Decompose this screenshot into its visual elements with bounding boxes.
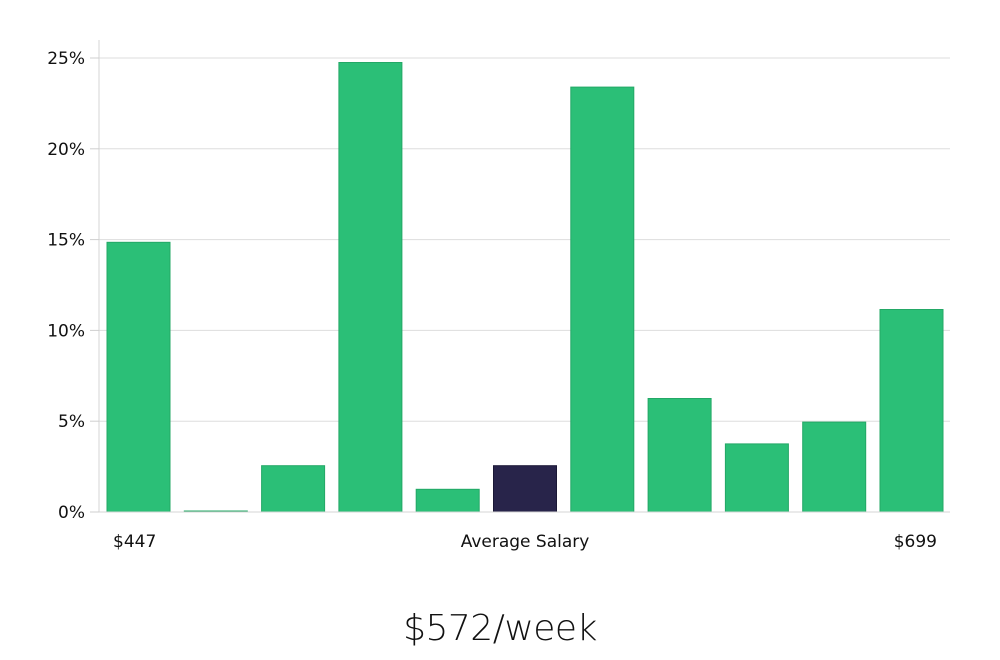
bar	[724, 443, 789, 513]
y-axis-ticks: 0% 5% 10% 15% 20% 25%	[47, 49, 99, 523]
y-tick-label: 0%	[58, 503, 85, 523]
y-tick-label: 5%	[58, 412, 85, 432]
y-tick-label: 15%	[47, 231, 85, 251]
bar	[647, 398, 712, 513]
bar-highlighted-average	[493, 465, 557, 513]
bar	[338, 62, 403, 513]
y-tick-label: 25%	[47, 49, 85, 69]
bar	[106, 241, 171, 513]
x-max-label: $699	[894, 532, 937, 552]
average-salary-value: $572/week	[403, 608, 597, 649]
x-min-label: $447	[113, 532, 156, 552]
bar	[802, 421, 867, 513]
bar	[261, 465, 326, 513]
gridlines	[99, 57, 950, 422]
bar	[879, 309, 944, 513]
x-axis-title: Average Salary	[461, 532, 590, 552]
salary-distribution-chart: 0% 5% 10% 15% 20% 25% $447 Average Salary $69…	[47, 40, 950, 552]
bars	[106, 62, 944, 513]
bar	[570, 86, 635, 513]
y-tick-label: 20%	[47, 140, 85, 160]
bar	[415, 488, 480, 513]
y-tick-label: 10%	[47, 321, 85, 341]
